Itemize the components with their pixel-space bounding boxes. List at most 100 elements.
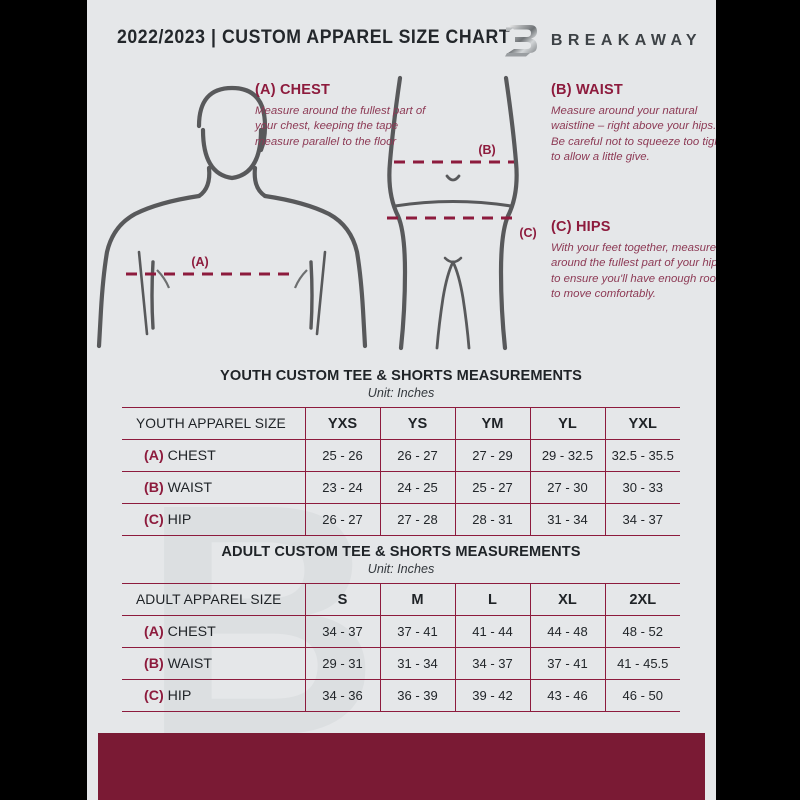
body-figures-svg: (A) (B) (C) bbox=[96, 75, 537, 351]
adult-waist-xl: 37 - 41 bbox=[529, 647, 605, 680]
youth-row-label-chest: (A) CHEST bbox=[122, 439, 305, 472]
adult-row-header-label: ADULT APPAREL SIZE bbox=[122, 583, 305, 616]
adult-col-xl: XL bbox=[529, 583, 605, 616]
adult-hip-name: HIP bbox=[167, 687, 192, 704]
callout-waist: (B) WAIST Measure around your natural wa… bbox=[551, 82, 716, 166]
youth-chest-name: CHEST bbox=[167, 447, 216, 464]
adult-size-table-section: ADULT CUSTOM TEE & SHORTS MEASUREMENTS U… bbox=[122, 544, 680, 712]
youth-hip-yl: 31 - 34 bbox=[529, 503, 605, 536]
youth-hip-name: HIP bbox=[167, 511, 192, 528]
adult-waist-l: 34 - 37 bbox=[454, 647, 530, 680]
adult-hip-tag: (C) bbox=[144, 687, 164, 704]
youth-col-ys: YS bbox=[379, 407, 455, 440]
page-title: 2022/2023 | CUSTOM APPAREL SIZE CHART bbox=[117, 27, 511, 48]
callout-waist-body: Measure around your natural waistline – … bbox=[551, 105, 716, 164]
adult-chest-s: 34 - 37 bbox=[304, 615, 380, 648]
youth-table-title: YOUTH CUSTOM TEE & SHORTS MEASUREMENTS bbox=[220, 368, 582, 384]
youth-col-yxl: YXL bbox=[604, 407, 680, 440]
adult-chest-name: CHEST bbox=[167, 623, 216, 640]
chest-measure-label: (A) bbox=[191, 255, 208, 269]
youth-chest-yl: 29 - 32.5 bbox=[529, 439, 605, 472]
adult-chest-tag: (A) bbox=[144, 623, 164, 640]
youth-col-yxs: YXS bbox=[304, 407, 380, 440]
page-header: 2022/2023 | CUSTOM APPAREL SIZE CHART BR… bbox=[87, 25, 716, 58]
youth-size-table: YOUTH APPAREL SIZE YXS YS YM YL YXL (A) … bbox=[122, 407, 680, 536]
adult-chest-l: 41 - 44 bbox=[454, 615, 530, 648]
youth-chest-ym: 27 - 29 bbox=[454, 439, 530, 472]
torso-detail-lines bbox=[156, 269, 308, 289]
adult-col-2xl: 2XL bbox=[604, 583, 680, 616]
callout-chest-heading: (A) CHEST bbox=[255, 82, 331, 98]
youth-waist-ym: 25 - 27 bbox=[454, 471, 530, 504]
waist-measure-label: (B) bbox=[478, 143, 495, 157]
measurement-dashed-lines bbox=[126, 160, 519, 276]
adult-hip-xl: 43 - 46 bbox=[529, 679, 605, 712]
callout-chest-body: Measure around the fullest part of your … bbox=[255, 105, 426, 148]
hips-measure-label: (C) bbox=[519, 226, 536, 240]
adult-waist-m: 31 - 34 bbox=[379, 647, 455, 680]
callout-hips-heading: (C) HIPS bbox=[551, 219, 611, 235]
youth-size-table-section: YOUTH CUSTOM TEE & SHORTS MEASUREMENTS U… bbox=[122, 368, 680, 536]
adult-hip-s: 34 - 36 bbox=[304, 679, 380, 712]
adult-col-m: M bbox=[379, 583, 455, 616]
adult-col-l: L bbox=[454, 583, 530, 616]
table-header-row: YOUTH APPAREL SIZE YXS YS YM YL YXL bbox=[122, 407, 680, 440]
youth-table-unit: Unit: Inches bbox=[367, 386, 435, 400]
youth-chest-tag: (A) bbox=[144, 447, 164, 464]
hips-figure-icon bbox=[387, 75, 519, 351]
adult-waist-tag: (B) bbox=[144, 655, 164, 672]
callout-hips: (C) HIPS With your feet together, measur… bbox=[551, 219, 716, 303]
adult-col-s: S bbox=[304, 583, 380, 616]
youth-chest-yxs: 25 - 26 bbox=[304, 439, 380, 472]
adult-size-table: ADULT APPAREL SIZE S M L XL 2XL (A) CHES… bbox=[122, 583, 680, 712]
adult-waist-name: WAIST bbox=[167, 655, 213, 672]
adult-chest-xl: 44 - 48 bbox=[529, 615, 605, 648]
adult-table-unit: Unit: Inches bbox=[367, 562, 435, 576]
brand-name: BREAKAWAY bbox=[550, 32, 702, 49]
brand-logo: BREAKAWAY bbox=[504, 22, 702, 60]
adult-hip-m: 36 - 39 bbox=[379, 679, 455, 712]
breakaway-b-logo-icon bbox=[504, 25, 537, 57]
youth-row-label-waist: (B) WAIST bbox=[122, 471, 305, 504]
callout-chest: (A) CHEST Measure around the fullest par… bbox=[255, 82, 440, 150]
youth-waist-yxl: 30 - 33 bbox=[604, 471, 680, 504]
torso-figure-icon bbox=[96, 85, 368, 349]
table-row: (B) WAIST 29 - 31 31 - 34 34 - 37 37 - 4… bbox=[122, 647, 680, 680]
youth-col-yl: YL bbox=[529, 407, 605, 440]
body-measurement-illustration: (A) (B) (C) (A) CHEST Measure around the… bbox=[87, 66, 716, 366]
size-chart-page: B 2022/2023 | CUSTOM APPAREL SIZE CHART bbox=[87, 0, 716, 800]
adult-table-title: ADULT CUSTOM TEE & SHORTS MEASUREMENTS bbox=[221, 544, 581, 560]
callout-waist-heading: (B) WAIST bbox=[551, 82, 623, 98]
youth-col-ym: YM bbox=[454, 407, 530, 440]
table-row: (C) HIP 26 - 27 27 - 28 28 - 31 31 - 34 … bbox=[122, 503, 680, 536]
adult-row-label-chest: (A) CHEST bbox=[122, 615, 305, 648]
adult-row-label-hip: (C) HIP bbox=[122, 679, 305, 712]
youth-row-label-hip: (C) HIP bbox=[122, 503, 305, 536]
youth-waist-tag: (B) bbox=[144, 479, 164, 496]
youth-hip-ym: 28 - 31 bbox=[454, 503, 530, 536]
youth-row-header-label: YOUTH APPAREL SIZE bbox=[122, 407, 305, 440]
adult-row-label-waist: (B) WAIST bbox=[122, 647, 305, 680]
footer-accent-bar bbox=[98, 733, 705, 800]
adult-hip-l: 39 - 42 bbox=[454, 679, 530, 712]
adult-chest-2xl: 48 - 52 bbox=[604, 615, 680, 648]
youth-waist-ys: 24 - 25 bbox=[379, 471, 455, 504]
table-row: (A) CHEST 25 - 26 26 - 27 27 - 29 29 - 3… bbox=[122, 439, 680, 472]
adult-waist-s: 29 - 31 bbox=[304, 647, 380, 680]
table-row: (B) WAIST 23 - 24 24 - 25 25 - 27 27 - 3… bbox=[122, 471, 680, 504]
table-row: (C) HIP 34 - 36 36 - 39 39 - 42 43 - 46 … bbox=[122, 679, 680, 712]
youth-waist-yl: 27 - 30 bbox=[529, 471, 605, 504]
youth-hip-tag: (C) bbox=[144, 511, 164, 528]
adult-chest-m: 37 - 41 bbox=[379, 615, 455, 648]
adult-waist-2xl: 41 - 45.5 bbox=[604, 647, 680, 680]
youth-hip-yxl: 34 - 37 bbox=[604, 503, 680, 536]
table-row: (A) CHEST 34 - 37 37 - 41 41 - 44 44 - 4… bbox=[122, 615, 680, 648]
youth-chest-ys: 26 - 27 bbox=[379, 439, 455, 472]
youth-waist-yxs: 23 - 24 bbox=[304, 471, 380, 504]
youth-chest-yxl: 32.5 - 35.5 bbox=[604, 439, 680, 472]
callout-hips-body: With your feet together, measure around … bbox=[551, 242, 716, 301]
youth-hip-ys: 27 - 28 bbox=[379, 503, 455, 536]
youth-hip-yxs: 26 - 27 bbox=[304, 503, 380, 536]
adult-hip-2xl: 46 - 50 bbox=[604, 679, 680, 712]
youth-waist-name: WAIST bbox=[167, 479, 213, 496]
